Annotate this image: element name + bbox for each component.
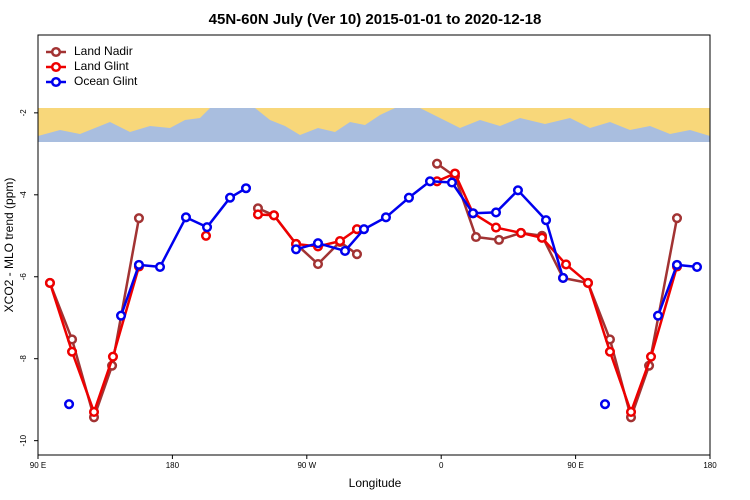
x-tick-label: 90 E <box>30 461 46 470</box>
x-tick-label: 90 E <box>567 461 583 470</box>
data-point <box>490 207 502 218</box>
data-point <box>115 310 127 321</box>
data-point <box>240 183 252 194</box>
data-point <box>380 212 391 223</box>
data-point <box>154 261 166 272</box>
data-point <box>671 213 683 224</box>
data-point <box>671 259 683 270</box>
plot-frame <box>37 34 711 456</box>
legend-marker <box>50 76 62 88</box>
data-point <box>431 158 443 169</box>
y-tick-label: -4 <box>19 191 28 199</box>
data-point <box>691 261 703 272</box>
data-point <box>652 310 664 321</box>
data-point <box>252 209 264 220</box>
data-point <box>290 244 302 255</box>
data-point <box>558 272 569 284</box>
data-point <box>536 232 548 243</box>
data-point <box>64 399 75 410</box>
legend-label: Ocean Glint <box>74 74 138 88</box>
data-point <box>88 406 100 418</box>
data-point <box>490 222 502 233</box>
data-point <box>358 224 370 235</box>
data-point <box>44 277 55 288</box>
data-point <box>604 346 615 357</box>
legend-label: Land Glint <box>74 59 129 73</box>
data-point <box>312 259 324 270</box>
data-point <box>66 346 78 357</box>
legend-marker <box>50 46 62 58</box>
x-tick-label: 180 <box>703 461 717 470</box>
map-land <box>255 108 395 135</box>
data-point <box>467 208 479 219</box>
data-point <box>224 192 236 203</box>
y-axis-label: XCO2 - MLO trend (ppm) <box>2 178 16 313</box>
data-point <box>403 192 414 203</box>
data-point <box>107 351 119 362</box>
data-point <box>201 222 213 233</box>
data-point <box>625 406 637 418</box>
data-point <box>200 230 212 241</box>
data-point <box>446 177 458 188</box>
data-point <box>449 168 460 179</box>
series-line <box>119 187 247 317</box>
map-strip <box>38 108 710 142</box>
data-point <box>268 210 279 221</box>
map-land <box>38 108 210 136</box>
data-point <box>512 185 524 196</box>
data-point <box>133 259 144 270</box>
data-point <box>424 176 436 187</box>
data-point <box>351 249 363 260</box>
y-tick-label: -6 <box>19 273 28 281</box>
data-point <box>645 351 657 362</box>
data-point <box>133 213 144 224</box>
data-point <box>599 399 611 410</box>
data-point <box>515 227 526 238</box>
data-point <box>312 238 324 249</box>
legend-marker <box>50 61 62 73</box>
x-tick-label: 0 <box>439 461 444 470</box>
data-point <box>334 236 346 247</box>
data-point <box>180 212 192 223</box>
data-point <box>493 234 505 245</box>
data-point <box>582 277 594 288</box>
x-tick-label: 180 <box>166 461 180 470</box>
y-tick-label: -10 <box>19 434 28 446</box>
map-land <box>420 108 710 136</box>
data-point <box>540 215 552 226</box>
data-point <box>339 245 351 256</box>
x-tick-label: 90 W <box>297 461 316 470</box>
data-point <box>470 231 482 243</box>
x-axis-label: Longitude <box>349 476 402 490</box>
legend-label: Land Nadir <box>74 44 133 58</box>
data-point <box>560 259 572 270</box>
y-tick-label: -8 <box>19 355 28 363</box>
y-tick-label: -2 <box>19 109 28 117</box>
chart-title: 45N-60N July (Ver 10) 2015-01-01 to 2020… <box>209 11 542 28</box>
series-line <box>436 162 679 419</box>
